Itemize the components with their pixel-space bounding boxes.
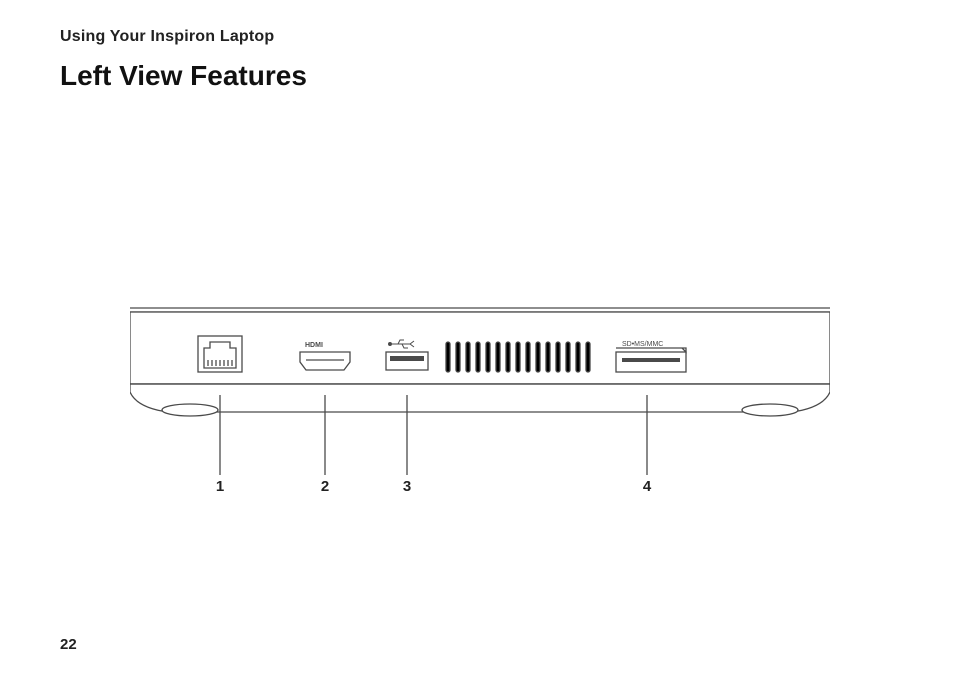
laptop-side-svg: HDMI [130,300,830,500]
callout-label-3: 3 [403,478,411,495]
svg-text:HDMI: HDMI [305,342,323,349]
callout-label-4: 4 [643,478,651,495]
page-title: Left View Features [60,60,894,92]
page-number: 22 [60,636,77,653]
manual-page: Using Your Inspiron Laptop Left View Fea… [0,0,954,677]
ethernet-port-icon [198,336,242,372]
vent-icon [446,342,590,372]
callout-label-2: 2 [321,478,329,495]
callout-label-1: 1 [216,478,224,495]
left-view-diagram: HDMI [130,300,830,500]
section-header: Using Your Inspiron Laptop [60,28,894,46]
svg-text:SD•MS/MMC: SD•MS/MMC [622,341,663,348]
